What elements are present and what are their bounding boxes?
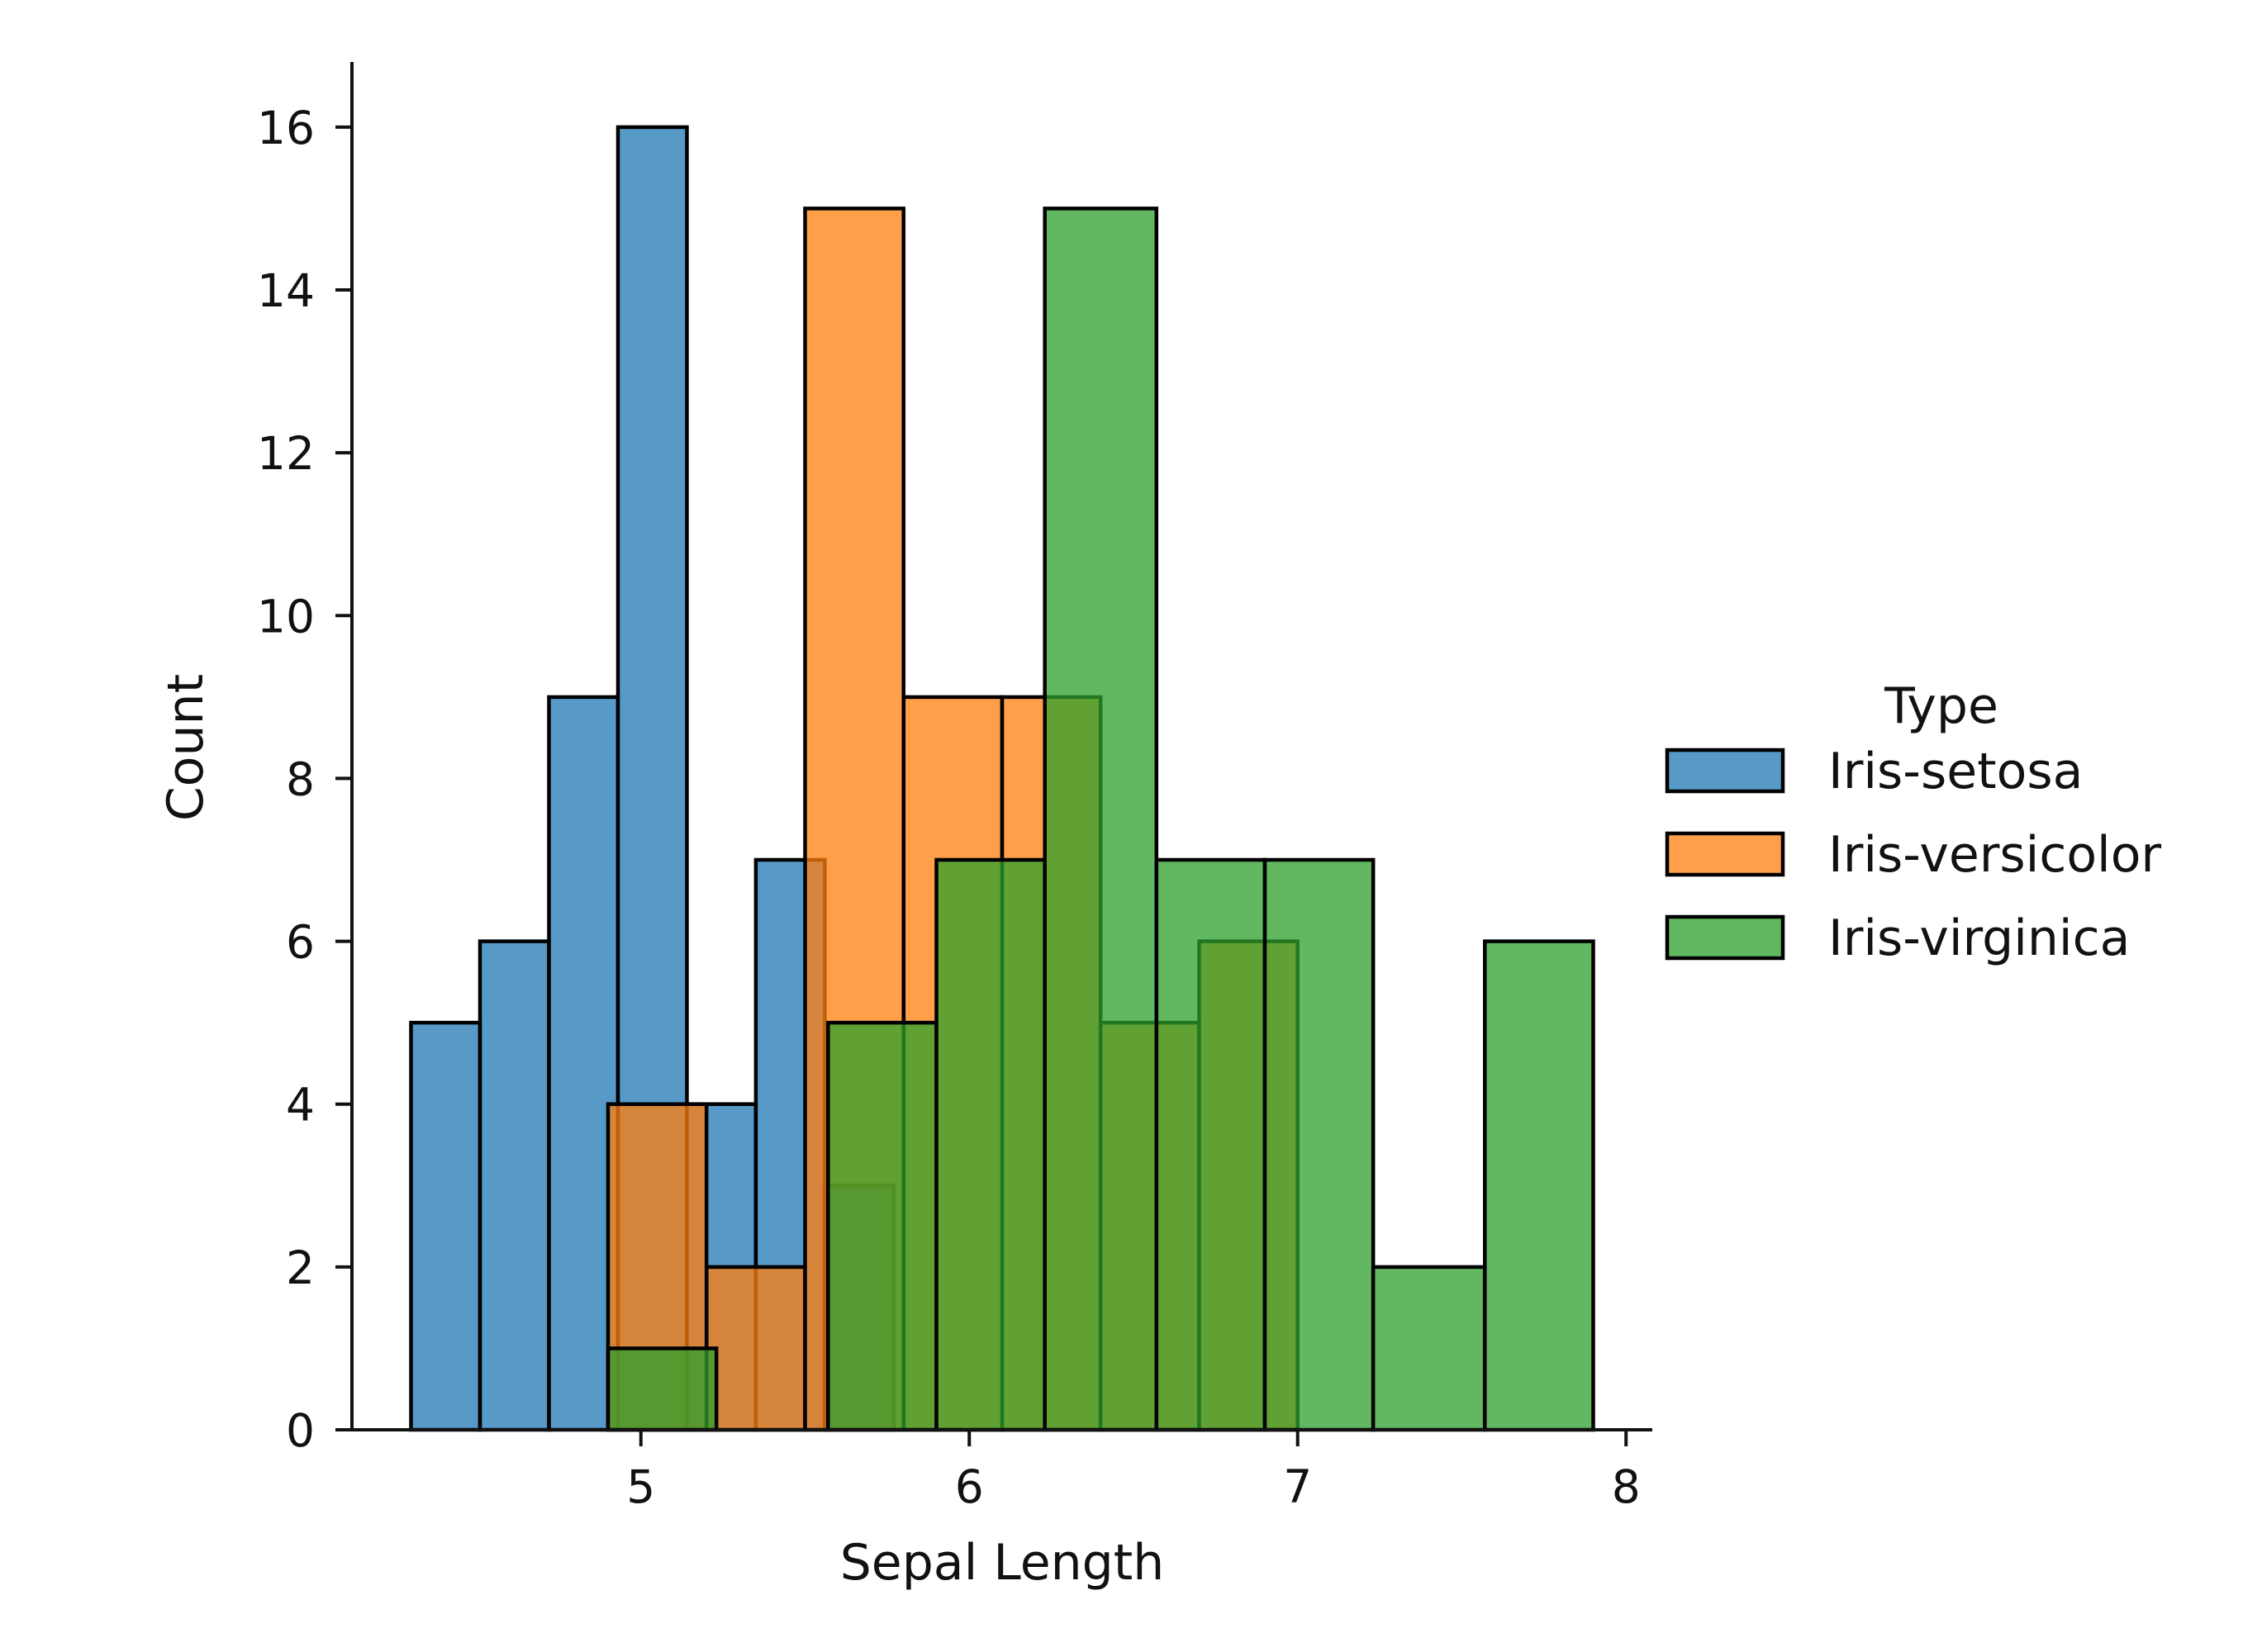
y-tick-label: 2 — [286, 1241, 315, 1294]
legend-swatch — [1665, 914, 1785, 961]
x-axis-ticks: 5 6 7 8 — [626, 1430, 1641, 1513]
histogram-bars — [409, 125, 1595, 1432]
histogram-bar — [478, 939, 551, 1432]
y-tick-label: 16 — [257, 102, 315, 154]
legend-label: Iris-virginica — [1828, 909, 2130, 967]
histogram-bar — [1371, 1265, 1487, 1432]
legend-swatch — [1665, 748, 1785, 794]
y-tick-label: 10 — [257, 590, 315, 643]
y-tick-label: 4 — [286, 1079, 315, 1132]
legend-item: Iris-setosa — [1665, 743, 2083, 800]
y-tick-label: 0 — [286, 1404, 315, 1457]
histogram-bar — [1483, 939, 1595, 1432]
x-axis-label: Sepal Length — [840, 1534, 1165, 1592]
histogram-bar — [1043, 206, 1159, 1432]
y-tick-label: 8 — [286, 752, 315, 805]
histogram-bar — [606, 1346, 719, 1432]
x-tick-label: 6 — [955, 1460, 984, 1513]
legend-label: Iris-setosa — [1828, 743, 2083, 800]
y-tick-label: 14 — [257, 264, 315, 317]
legend-title: Type — [1884, 677, 1998, 735]
legend-swatch — [1665, 831, 1785, 877]
y-tick-label: 6 — [286, 916, 315, 969]
series-iris-virginica — [606, 206, 1595, 1432]
histogram-bar — [934, 857, 1047, 1432]
y-axis-label: Count — [157, 674, 215, 821]
histogram-bar — [826, 1020, 939, 1432]
histogram-bar — [1262, 857, 1376, 1432]
x-tick-label: 8 — [1612, 1460, 1641, 1513]
y-axis-ticks: 0 2 4 6 8 10 12 14 16 — [257, 102, 352, 1457]
legend-label: Iris-versicolor — [1828, 826, 2161, 884]
legend-item: Iris-virginica — [1665, 909, 2130, 967]
axes: 0 2 4 6 8 10 12 14 16 5 6 7 8 — [257, 62, 1652, 1513]
x-tick-label: 5 — [626, 1460, 655, 1513]
x-tick-label: 7 — [1283, 1460, 1312, 1513]
legend-item: Iris-versicolor — [1665, 826, 2161, 884]
legend: Type Iris-setosa Iris-versicolor Iris-virg… — [1665, 677, 2161, 967]
histogram-bar — [705, 1265, 807, 1432]
y-tick-label: 12 — [257, 427, 315, 480]
histogram-bar — [409, 1020, 482, 1432]
histogram-bar — [1154, 857, 1267, 1432]
